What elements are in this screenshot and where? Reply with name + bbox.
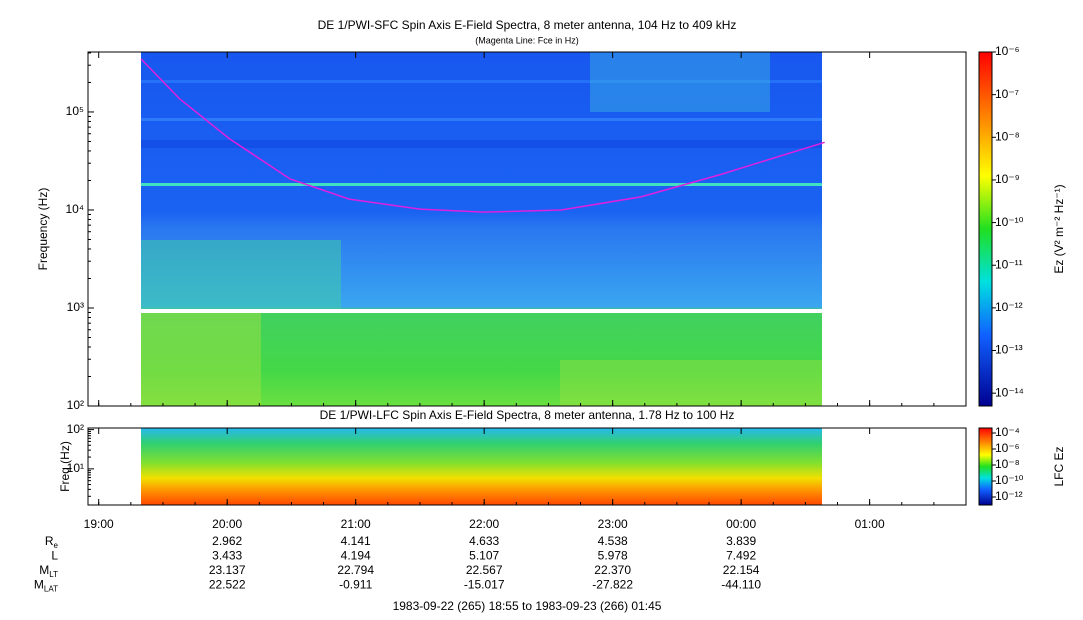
ephemeris-label: M bbox=[39, 563, 49, 577]
y-tick-label: 10⁴ bbox=[65, 202, 84, 216]
colorbar bbox=[979, 52, 992, 406]
ephemeris-label: MLAT bbox=[34, 578, 58, 594]
ephemeris-value: 22.567 bbox=[466, 563, 503, 577]
x-tick-label: 22:00 bbox=[469, 517, 499, 531]
ephemeris-subscript: e bbox=[54, 541, 59, 550]
x-tick-label: 23:00 bbox=[598, 517, 628, 531]
colorbar bbox=[979, 428, 992, 505]
ephemeris-label: L bbox=[51, 549, 58, 563]
colorbar-label: Ez (V² m⁻² Hz⁻¹) bbox=[1052, 184, 1066, 273]
x-tick-label: 20:00 bbox=[212, 517, 242, 531]
footer: 1983-09-22 (265) 18:55 to 1983-09-23 (26… bbox=[393, 599, 662, 613]
colorbar-tick-label: 10⁻¹⁰ bbox=[995, 473, 1024, 487]
ephemeris-label: MLT bbox=[39, 563, 58, 579]
plot-frame bbox=[87, 51, 967, 407]
y-axis-label: Freq (Hz) bbox=[58, 441, 72, 492]
colorbar-tick-label: 10⁻⁹ bbox=[995, 172, 1020, 186]
ephemeris-value: -15.017 bbox=[464, 578, 505, 592]
ephemeris-value: 4.194 bbox=[341, 549, 371, 563]
ephemeris-value: 3.839 bbox=[726, 534, 756, 548]
ephemeris-value: -44.110 bbox=[721, 578, 761, 592]
spectrogram-image bbox=[141, 52, 822, 505]
ephemeris-value: 22.794 bbox=[337, 563, 374, 577]
ephemeris-value: 22.154 bbox=[723, 563, 760, 577]
y-tick-label: 10² bbox=[67, 422, 84, 436]
colorbar-tick-label: 10⁻¹¹ bbox=[995, 257, 1023, 271]
colorbar-tick-label: 10⁻¹⁴ bbox=[995, 385, 1024, 399]
colorbar-tick-label: 10⁻⁶ bbox=[995, 441, 1020, 455]
colorbar-tick-label: 10⁻¹² bbox=[995, 489, 1023, 503]
ephemeris-value: 2.962 bbox=[212, 534, 242, 548]
panel-subtitle: (Magenta Line: Fce in Hz) bbox=[475, 35, 579, 45]
colorbar-frame bbox=[978, 427, 993, 506]
ephemeris-value: 22.522 bbox=[209, 578, 246, 592]
ephemeris-value: -0.911 bbox=[339, 578, 372, 592]
colorbar-label: LFC Ez bbox=[1052, 446, 1066, 486]
ephemeris-label: R bbox=[45, 534, 54, 548]
ephemeris-value: 4.538 bbox=[598, 534, 628, 548]
ephemeris-value: 7.492 bbox=[726, 549, 756, 563]
ephemeris-value: -27.822 bbox=[592, 578, 633, 592]
colorbar-tick-label: 10⁻⁴ bbox=[995, 425, 1020, 439]
y-axis-label: Frequency (Hz) bbox=[36, 188, 50, 271]
ephemeris-value: 4.633 bbox=[469, 534, 499, 548]
plot-frame bbox=[87, 427, 967, 506]
ephemeris-value: 5.107 bbox=[469, 549, 499, 563]
ephemeris-subscript: LAT bbox=[44, 585, 58, 594]
colorbar-tick-label: 10⁻⁷ bbox=[995, 87, 1019, 101]
fce-line bbox=[140, 58, 825, 213]
x-tick-label: 19:00 bbox=[84, 517, 114, 531]
ephemeris-value: 22.370 bbox=[594, 563, 631, 577]
y-tick-label: 10² bbox=[67, 398, 84, 412]
x-tick-label: 21:00 bbox=[341, 517, 371, 531]
x-tick-label: 00:00 bbox=[726, 517, 756, 531]
ephemeris-label: L bbox=[51, 549, 58, 563]
ephemeris-value: 23.137 bbox=[209, 563, 246, 577]
y-tick-label: 10¹ bbox=[67, 461, 84, 475]
colorbar-tick-label: 10⁻⁸ bbox=[995, 129, 1020, 143]
x-tick-label: 01:00 bbox=[855, 517, 885, 531]
colorbar-frame bbox=[978, 51, 993, 407]
panel-title: DE 1/PWI-LFC Spin Axis E-Field Spectra, … bbox=[320, 408, 735, 422]
colorbar-tick-label: 10⁻¹³ bbox=[995, 343, 1023, 357]
colorbar-tick-label: 10⁻¹² bbox=[995, 300, 1023, 314]
colorbar-tick-label: 10⁻⁸ bbox=[995, 457, 1020, 471]
ephemeris-value: 3.433 bbox=[212, 549, 242, 563]
y-tick-label: 10⁵ bbox=[66, 104, 84, 118]
ephemeris-value: 4.141 bbox=[341, 534, 371, 548]
ephemeris-label: M bbox=[34, 578, 44, 592]
colorbar-tick-label: 10⁻⁶ bbox=[995, 44, 1020, 58]
colorbar-tick-label: 10⁻¹⁰ bbox=[995, 215, 1024, 229]
y-tick-label: 10³ bbox=[67, 300, 84, 314]
ephemeris-subscript: LT bbox=[49, 570, 58, 579]
panel-title: DE 1/PWI-SFC Spin Axis E-Field Spectra, … bbox=[318, 18, 737, 32]
ephemeris-label: Re bbox=[45, 534, 59, 550]
ephemeris-value: 5.978 bbox=[598, 549, 628, 563]
